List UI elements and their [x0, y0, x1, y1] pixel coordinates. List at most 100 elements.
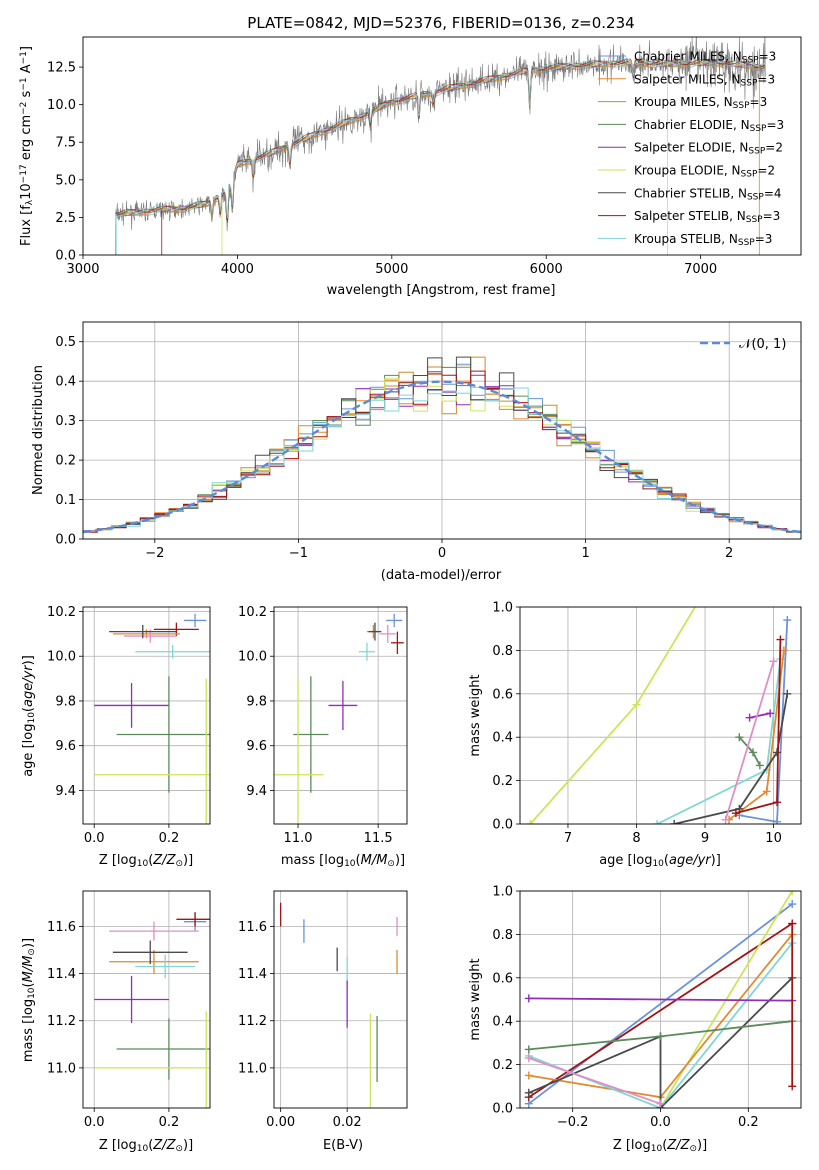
x-tick-label: 0.2	[159, 1115, 180, 1130]
y-tick-label: 11.2	[238, 1014, 267, 1029]
series-marker	[731, 809, 740, 818]
residuals-panel: −2 −1 0 1 2 0.0 0.1 0.2 0.3 0.4 0.5 (data-model)/er…	[31, 321, 802, 583]
y-tick-label: 9.4	[246, 784, 267, 799]
y-tick-label: 7.5	[55, 136, 76, 151]
label-part: =4	[764, 186, 782, 200]
series-marker	[745, 713, 754, 722]
label-part: age [log	[21, 724, 36, 777]
x-tick-label: 0.2	[159, 831, 180, 846]
x-axis-label: mass [log10(M/M⊙)]	[281, 853, 405, 869]
label-part: Z/Z	[152, 1138, 176, 1153]
label-part: (	[664, 853, 669, 868]
axes-frame	[519, 606, 802, 825]
label-part: M/M	[21, 956, 36, 983]
label-part: (	[21, 707, 36, 712]
label-part: )]	[711, 853, 721, 868]
data-point-salpeter-stelib	[390, 631, 404, 654]
label-part: −17	[19, 164, 29, 183]
label-part: Z/Z	[152, 853, 176, 868]
series-marker	[670, 820, 679, 824]
label-part: A	[19, 64, 34, 77]
y-tick-label: 11.4	[238, 967, 267, 982]
x-axis-label: Z [log10(Z/Z⊙)]	[613, 1138, 707, 1154]
y-tick-label: 10.2	[47, 605, 76, 620]
label-part: Chabrier STELIB, N	[634, 186, 747, 200]
x-tick-label: 2	[725, 546, 733, 561]
x-axis-label: Z [log10(Z/Z⊙)]	[99, 1138, 193, 1154]
x-tick-label: 0.0	[650, 1115, 671, 1130]
y-tick-label: 0.0	[55, 533, 76, 548]
model-fit-line-kroupa-stelib	[115, 58, 765, 220]
series-line	[528, 922, 793, 1098]
label-part: =3	[755, 232, 773, 246]
y-tick-label: 0.0	[492, 1102, 513, 1117]
y-tick-label: 0.5	[55, 335, 76, 350]
y-tick-label: 0.1	[55, 493, 76, 508]
series-line	[528, 1057, 661, 1105]
y-axis-label: Flux [fλ10−17 erg cm−2 s−1 A−1]	[19, 46, 35, 246]
series-marker	[788, 919, 797, 928]
data-point-salpeter-stelib	[176, 912, 210, 927]
label-part: λ	[25, 199, 35, 205]
x-tick-label: −2	[145, 546, 164, 561]
label-part: ⊙	[689, 1144, 697, 1154]
label-part: )]	[395, 853, 405, 868]
y-axis-label: age [log10(age/yr)]	[21, 655, 37, 777]
y-tick-label: 5.0	[55, 173, 76, 188]
legend-entry-chabrier-elodie: Chabrier ELODIE, NSSP=3	[634, 118, 784, 134]
x-tick-label: 1	[581, 546, 589, 561]
legend-entry-salpeter-stelib: Salpeter STELIB, NSSP=3	[634, 209, 780, 225]
y-tick-label: 1.0	[492, 601, 513, 616]
label-part: M/M	[361, 853, 388, 868]
data-point-chabrier-elodie	[116, 676, 210, 793]
data-point-salpeter-miles	[109, 949, 199, 974]
y-tick-label: 9.8	[246, 694, 267, 709]
label-part: )]	[183, 1138, 193, 1153]
label-part: Flux [f	[19, 205, 34, 246]
series-marker	[524, 1088, 533, 1097]
series-line	[528, 903, 793, 1105]
series-marker	[766, 709, 775, 718]
label-part: =2	[757, 164, 775, 178]
legend-entry-salpeter-miles: Salpeter MILES, NSSP=3	[634, 72, 775, 88]
data-point-pink	[109, 921, 199, 941]
spectrum-lines	[115, 37, 766, 255]
label-part: (	[148, 1138, 153, 1153]
y-tick-label: 9.6	[55, 739, 76, 754]
y-tick-label: 0.3	[55, 414, 76, 429]
data-point-salpeter-elodie	[94, 975, 169, 1024]
label-part: age/yr	[669, 853, 712, 868]
label-part: )]	[183, 853, 193, 868]
y-tick-label: 0.2	[55, 454, 76, 469]
series-marker	[783, 616, 792, 625]
y-tick-label: 0.2	[492, 774, 513, 789]
chart-title: PLATE=0842, MJD=52376, FIBERID=0136, z=0…	[247, 14, 634, 32]
series-marker	[773, 748, 782, 757]
y-tick-label: 11.0	[47, 1061, 76, 1076]
y-axis-label: mass weight	[468, 674, 483, 756]
label-part: ⊙	[175, 859, 183, 869]
label-part: 10	[652, 859, 664, 869]
points	[279, 902, 398, 1108]
label-part: =3	[759, 50, 777, 64]
data-point-kroupa-stelib	[135, 645, 210, 659]
label-part: =3	[750, 95, 768, 109]
label-part: −1	[19, 51, 29, 64]
series-pink	[524, 1054, 665, 1108]
data-point-kroupa-elodie	[94, 1011, 210, 1108]
data-point-chabrier-elodie	[116, 1018, 210, 1080]
series-marker	[656, 1099, 665, 1108]
x-axis-label: (data-model)/error	[381, 568, 502, 583]
label-part: age [log	[599, 853, 652, 868]
y-tick-label: 11.4	[47, 967, 76, 982]
series-chabrier-elodie	[735, 733, 764, 770]
x-tick-label: 6000	[530, 262, 563, 277]
legend-entry-salpeter-elodie: Salpeter ELODIE, NSSP=2	[634, 141, 783, 157]
series-marker	[656, 1032, 665, 1041]
label-part: Z/Z	[666, 1138, 690, 1153]
x-tick-label: 7	[564, 831, 572, 846]
label-part: =3	[763, 209, 781, 223]
data-point-salpeter-elodie	[328, 680, 358, 731]
